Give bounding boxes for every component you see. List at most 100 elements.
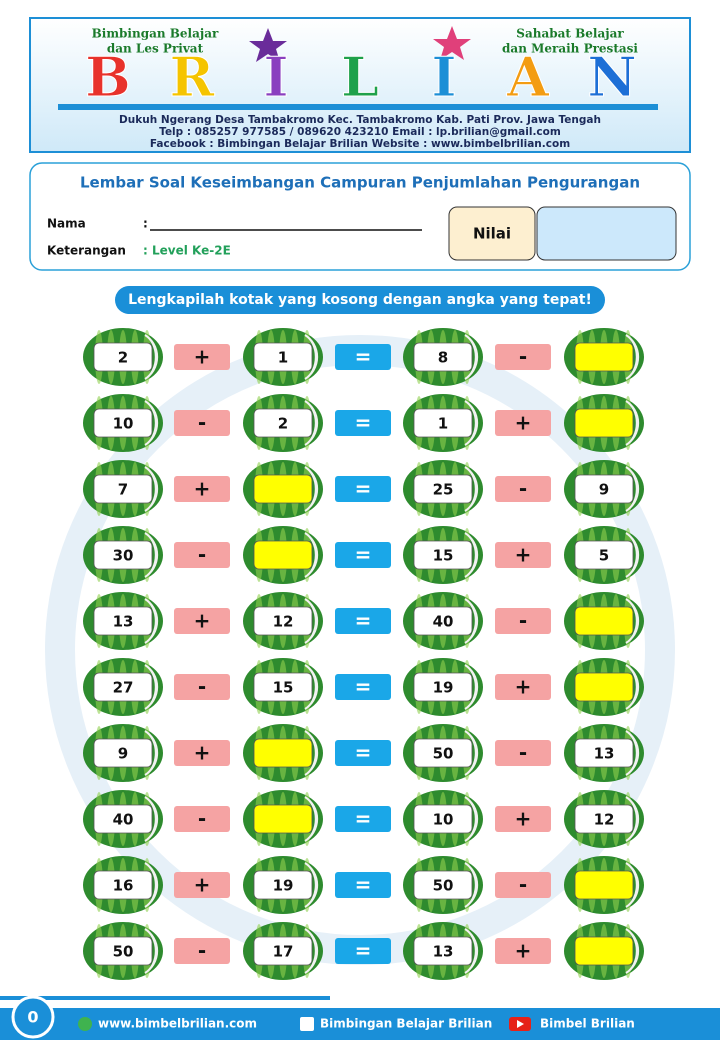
operator-box xyxy=(174,344,230,370)
watermelon-flesh xyxy=(144,466,159,512)
number-box xyxy=(413,870,473,900)
operator: - xyxy=(519,609,527,633)
equals-box xyxy=(335,542,391,568)
watermelon-flesh xyxy=(304,400,319,446)
watermelon-flesh xyxy=(304,532,319,578)
number-box xyxy=(93,738,153,768)
number: 13 xyxy=(594,745,615,763)
answer-box xyxy=(574,936,634,966)
watermelon-flesh xyxy=(625,928,640,974)
number: 50 xyxy=(113,943,134,961)
watermelon-flesh xyxy=(304,466,319,512)
operator: - xyxy=(198,411,206,435)
operator-box xyxy=(495,872,551,898)
equals-box xyxy=(335,410,391,436)
footer-bar xyxy=(0,1008,720,1040)
note-label: Keterangan xyxy=(47,244,126,258)
watermelon-flesh xyxy=(144,730,159,776)
address-line: Telp : 085257 977585 / 089620 423210 Ema… xyxy=(159,126,561,138)
star xyxy=(249,28,287,62)
operator-box xyxy=(174,608,230,634)
number: 50 xyxy=(433,877,454,895)
logo-letter: L xyxy=(341,45,379,109)
note-value: : Level Ke-2E xyxy=(143,244,231,258)
number: 30 xyxy=(113,547,134,565)
address-line: Dukuh Ngerang Desa Tambakromo Kec. Tamba… xyxy=(119,114,601,126)
equals-sign: = xyxy=(355,477,372,501)
number-box xyxy=(413,672,473,702)
number: 9 xyxy=(599,481,609,499)
number: 12 xyxy=(594,811,615,829)
watermelon-flesh xyxy=(625,664,640,710)
equals-sign: = xyxy=(355,345,372,369)
left-tagline: dan Les Privat xyxy=(107,42,204,56)
number: 40 xyxy=(433,613,454,631)
equals-sign: = xyxy=(355,939,372,963)
number-box xyxy=(413,804,473,834)
number-box xyxy=(574,804,634,834)
watermelon-flesh xyxy=(625,466,640,512)
instruction: Lengkapilah kotak yang kosong dengan ang… xyxy=(128,292,592,308)
facebook-icon xyxy=(300,1017,314,1031)
number-box xyxy=(413,342,473,372)
footer-youtube: Bimbel Brilian xyxy=(540,1017,635,1031)
score-label: Nilai xyxy=(473,225,511,243)
equals-box xyxy=(335,476,391,502)
address-line: Facebook : Bimbingan Belajar Brilian Web… xyxy=(150,138,570,150)
number: 19 xyxy=(433,679,454,697)
watermelon-flesh xyxy=(304,928,319,974)
operator-box xyxy=(495,806,551,832)
watermelon-flesh xyxy=(304,664,319,710)
right-tagline: dan Meraih Prestasi xyxy=(502,42,638,56)
operator-box xyxy=(495,674,551,700)
watermelon-flesh xyxy=(464,598,479,644)
equals-box xyxy=(335,740,391,766)
equals-sign: = xyxy=(355,807,372,831)
number: 50 xyxy=(433,745,454,763)
watermelon-flesh xyxy=(464,532,479,578)
number: 2 xyxy=(118,349,128,367)
operator: + xyxy=(515,675,532,699)
operator-box xyxy=(174,674,230,700)
left-tagline: Bimbingan Belajar xyxy=(92,27,219,41)
sheet-title: Lembar Soal Keseimbangan Campuran Penjum… xyxy=(80,174,640,192)
operator: - xyxy=(198,675,206,699)
number-box xyxy=(93,540,153,570)
watermelon-flesh xyxy=(464,862,479,908)
logo-letter: I xyxy=(263,45,288,109)
operator: + xyxy=(515,807,532,831)
page-number: 0 xyxy=(27,1008,38,1027)
answer-box xyxy=(253,804,313,834)
number-box xyxy=(93,870,153,900)
operator: + xyxy=(194,345,211,369)
logo-letter: A xyxy=(506,45,550,109)
operator-box xyxy=(174,938,230,964)
watermelon-flesh xyxy=(304,862,319,908)
operator: - xyxy=(198,939,206,963)
number-box xyxy=(574,474,634,504)
operator: + xyxy=(515,939,532,963)
number-box xyxy=(574,540,634,570)
operator: - xyxy=(519,477,527,501)
operator: + xyxy=(194,609,211,633)
operator: - xyxy=(198,543,206,567)
watermelon-flesh xyxy=(144,400,159,446)
number: 15 xyxy=(273,679,294,697)
watermelon-flesh xyxy=(625,796,640,842)
watermelon-flesh xyxy=(304,730,319,776)
number: 10 xyxy=(433,811,454,829)
answer-box xyxy=(574,870,634,900)
operator: - xyxy=(519,345,527,369)
number-box xyxy=(413,738,473,768)
number-box xyxy=(93,606,153,636)
number: 25 xyxy=(433,481,454,499)
number: 1 xyxy=(438,415,448,433)
operator-box xyxy=(174,410,230,436)
operator-box xyxy=(174,806,230,832)
watermelon-flesh xyxy=(625,532,640,578)
number-box xyxy=(413,408,473,438)
answer-box xyxy=(574,672,634,702)
operator: + xyxy=(194,873,211,897)
equals-sign: = xyxy=(355,411,372,435)
